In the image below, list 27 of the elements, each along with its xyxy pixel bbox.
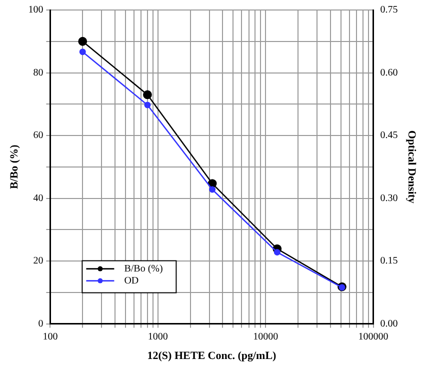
y-tick-label: 40: [33, 192, 44, 204]
point: [209, 186, 216, 193]
y2-tick-label: 0.45: [380, 130, 398, 142]
y2-tick-label: 0.60: [380, 67, 398, 78]
point: [79, 48, 86, 56]
legend-label: OD: [124, 275, 139, 286]
point: [274, 249, 280, 256]
y-tick-label: 20: [33, 256, 44, 267]
x-tick-label: 10000: [253, 331, 278, 342]
x-tick-label: 100000: [358, 331, 388, 342]
y-tick-label: 60: [33, 130, 44, 142]
y-tick-label: 100: [28, 4, 44, 16]
y2-tick-label: 0.15: [380, 256, 398, 267]
x-tick-label: 100: [42, 331, 58, 342]
y-tick-label: 80: [33, 67, 44, 78]
point: [143, 90, 152, 100]
x-axis-title: 12(S) HETE Conc. (pg/mL): [147, 350, 277, 362]
y2-tick-label: 0.00: [380, 318, 398, 330]
point: [144, 102, 151, 108]
y-axis-title: B/Bo (%): [8, 144, 20, 190]
point: [78, 36, 88, 46]
y2-tick-label: 0.75: [380, 4, 398, 16]
y2-axis-title: Optical Density: [406, 130, 418, 204]
x-tick-label: 1000: [148, 331, 168, 342]
y2-tick-label: 0.30: [380, 192, 398, 204]
y-tick-label: 0: [38, 318, 44, 330]
legend-label: B/Bo (%): [124, 263, 163, 274]
